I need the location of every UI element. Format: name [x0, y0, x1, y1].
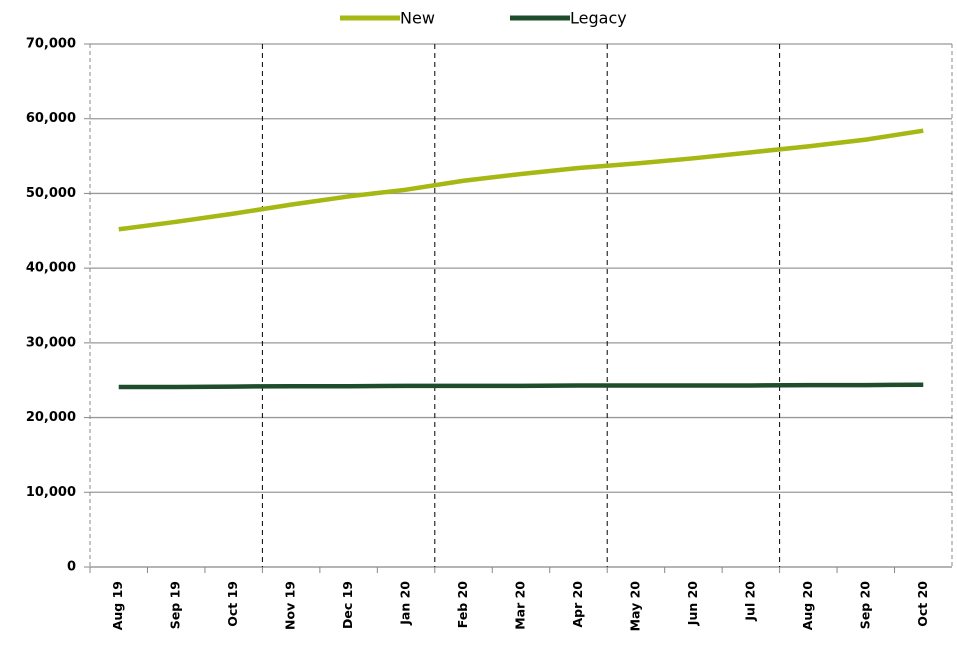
x-tick-label: Nov 19	[283, 581, 298, 630]
x-tick-label: Jul 20	[742, 581, 757, 622]
y-tick-label: 0	[67, 560, 76, 575]
y-tick-label: 30,000	[26, 335, 76, 350]
x-tick-label: Mar 20	[513, 581, 528, 630]
x-tick-label: Oct 20	[915, 581, 930, 627]
x-tick-label: Dec 19	[340, 581, 355, 629]
x-tick-label: Jan 20	[398, 581, 413, 626]
y-tick-label: 60,000	[26, 111, 76, 126]
y-tick-label: 10,000	[26, 485, 76, 500]
legend-label: New	[400, 9, 435, 28]
x-tick-label: Sep 19	[168, 581, 183, 629]
y-tick-label: 40,000	[26, 261, 76, 276]
line-series	[118, 128, 924, 232]
x-tick-label: Aug 19	[110, 581, 125, 630]
x-tick-label: May 20	[627, 581, 642, 632]
y-tick-label: 50,000	[26, 186, 76, 201]
x-tick-label: Jun 20	[685, 581, 700, 626]
line-series	[118, 382, 924, 390]
x-tick-label: Oct 19	[225, 581, 240, 627]
y-tick-label: 70,000	[26, 37, 76, 52]
x-tick-label: Feb 20	[455, 581, 470, 629]
y-tick-label: 20,000	[26, 410, 76, 425]
x-tick-label: Aug 20	[800, 581, 815, 631]
legend-label: Legacy	[570, 9, 627, 28]
x-tick-label: Sep 20	[857, 581, 872, 629]
x-tick-label: Apr 20	[570, 581, 585, 628]
